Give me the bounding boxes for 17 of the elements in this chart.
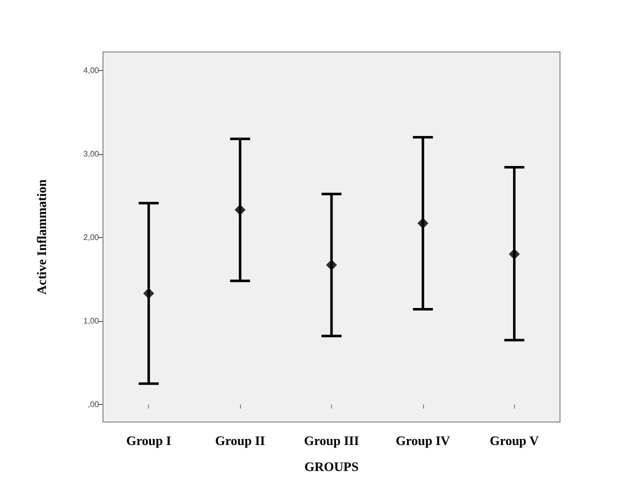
x-tick-label: Group IV	[396, 433, 451, 448]
y-tick-label: 3,00	[83, 149, 100, 158]
x-tick-label: Group V	[490, 433, 540, 448]
x-tick-label: Group I	[126, 433, 172, 448]
point	[143, 288, 154, 299]
point	[234, 204, 246, 216]
y-tick-label: 4,00	[83, 66, 100, 75]
point	[326, 259, 337, 270]
x-tick-label: Group III	[304, 433, 360, 448]
x-tick-label: Group II	[215, 433, 266, 448]
point	[508, 248, 520, 260]
y-tick-label: 2,00	[83, 232, 100, 242]
y-tick-label: ,00	[88, 400, 100, 409]
y-axis-title: Active Inflammation	[34, 178, 49, 295]
x-axis-title: GROUPS	[304, 459, 359, 474]
y-tick-label: 1,00	[83, 316, 100, 326]
point	[417, 218, 428, 229]
